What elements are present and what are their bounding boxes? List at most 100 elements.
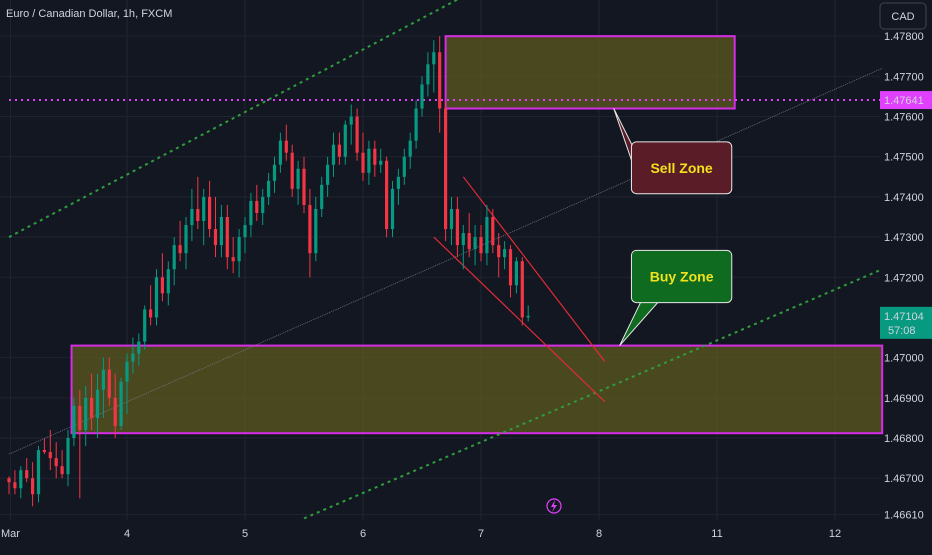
candle — [331, 144, 336, 165]
candle — [13, 482, 17, 489]
candle — [160, 277, 164, 294]
candle — [302, 168, 306, 205]
candle — [237, 237, 241, 262]
currency-button[interactable] — [879, 2, 927, 30]
y-tick-label: 1.46610 — [884, 509, 924, 521]
candle — [202, 196, 206, 222]
candle — [420, 84, 424, 109]
candle — [449, 208, 454, 230]
candle — [408, 140, 412, 157]
candle — [272, 164, 277, 181]
buy-callout-box — [630, 249, 733, 304]
candle — [361, 152, 365, 173]
candle — [355, 116, 359, 153]
y-tick-label: 1.47600 — [884, 112, 924, 124]
candle — [349, 116, 353, 125]
candle — [149, 309, 153, 318]
candle — [367, 148, 371, 173]
y-tick-label: 1.46900 — [884, 393, 924, 405]
y-tick-label: 1.46700 — [884, 473, 924, 485]
candle — [84, 397, 88, 430]
candle — [231, 257, 235, 262]
candle — [213, 229, 218, 246]
candle — [444, 108, 448, 230]
channel_bottom-line — [433, 236, 606, 403]
y-tick-label: 1.46800 — [884, 433, 924, 445]
candle — [461, 233, 465, 246]
symbol-name: Euro / Canadian Dollar — [6, 8, 117, 20]
candle — [267, 180, 271, 197]
candle — [497, 245, 501, 258]
candle — [178, 245, 182, 254]
y-tick-label: 1.47200 — [884, 272, 924, 284]
x-tick-label: 12 — [829, 528, 841, 540]
lightning-icon-ring — [546, 498, 562, 514]
candle — [243, 225, 247, 238]
candle — [66, 438, 70, 475]
x-tick-label: 5 — [242, 528, 248, 540]
candle — [261, 196, 265, 213]
interval[interactable]: 1h — [122, 8, 136, 20]
candle — [390, 188, 395, 230]
candle — [143, 309, 147, 342]
x-tick-label: 6 — [360, 528, 366, 540]
axes: 1.47800 1.47700 1.47600 1.47500 1.47400 1.473… — [1, 2, 932, 540]
candle — [36, 450, 41, 495]
candle — [72, 405, 76, 439]
y-tick-label: 1.47500 — [884, 152, 924, 164]
candle — [485, 217, 489, 254]
candle — [278, 140, 282, 165]
candle — [491, 217, 495, 246]
candle — [343, 124, 347, 157]
candle — [249, 200, 253, 226]
candle — [60, 466, 64, 475]
candle — [101, 369, 105, 390]
candle — [95, 389, 100, 418]
candle — [25, 470, 29, 479]
candle — [396, 176, 400, 189]
sell-callout-pointer — [613, 108, 634, 167]
candle — [290, 152, 294, 189]
candle — [296, 168, 300, 189]
candle — [432, 52, 436, 65]
candle — [308, 204, 312, 254]
candle — [255, 200, 259, 213]
candle — [320, 184, 324, 209]
x-tick-label: 4 — [124, 528, 130, 540]
candle — [48, 452, 52, 459]
candle — [196, 208, 200, 222]
zones — [70, 35, 884, 435]
y-tick-label: 1.47400 — [884, 192, 924, 204]
candle — [526, 315, 530, 318]
candle — [184, 225, 188, 254]
candle — [337, 144, 341, 157]
bar-countdown: 57:08 — [888, 325, 916, 337]
candle — [137, 341, 141, 354]
y-tick-label: 1.47700 — [884, 71, 924, 83]
candle — [314, 208, 318, 254]
title-separator-2: , — [135, 8, 142, 20]
candle — [385, 160, 389, 230]
trend_upper-line — [8, 0, 459, 238]
level-price-label: 1.47641 — [884, 95, 924, 107]
candle — [19, 470, 23, 489]
candle — [154, 277, 159, 318]
x-tick-label: 8 — [596, 528, 602, 540]
candle — [326, 164, 330, 185]
candle — [78, 405, 82, 430]
candle — [225, 217, 229, 258]
current-price-label: 1.47104 — [884, 311, 924, 323]
candle — [31, 478, 35, 495]
buy-zone — [70, 344, 884, 435]
candle — [113, 397, 117, 426]
candle — [166, 269, 170, 294]
candle — [514, 261, 518, 286]
candle — [503, 249, 507, 258]
buy-zone-label: Buy Zone — [650, 268, 714, 284]
buy-callout-pointer — [619, 300, 661, 346]
currency-label[interactable]: CAD — [891, 11, 914, 23]
lightning-icon — [546, 498, 562, 514]
candle — [7, 478, 11, 483]
